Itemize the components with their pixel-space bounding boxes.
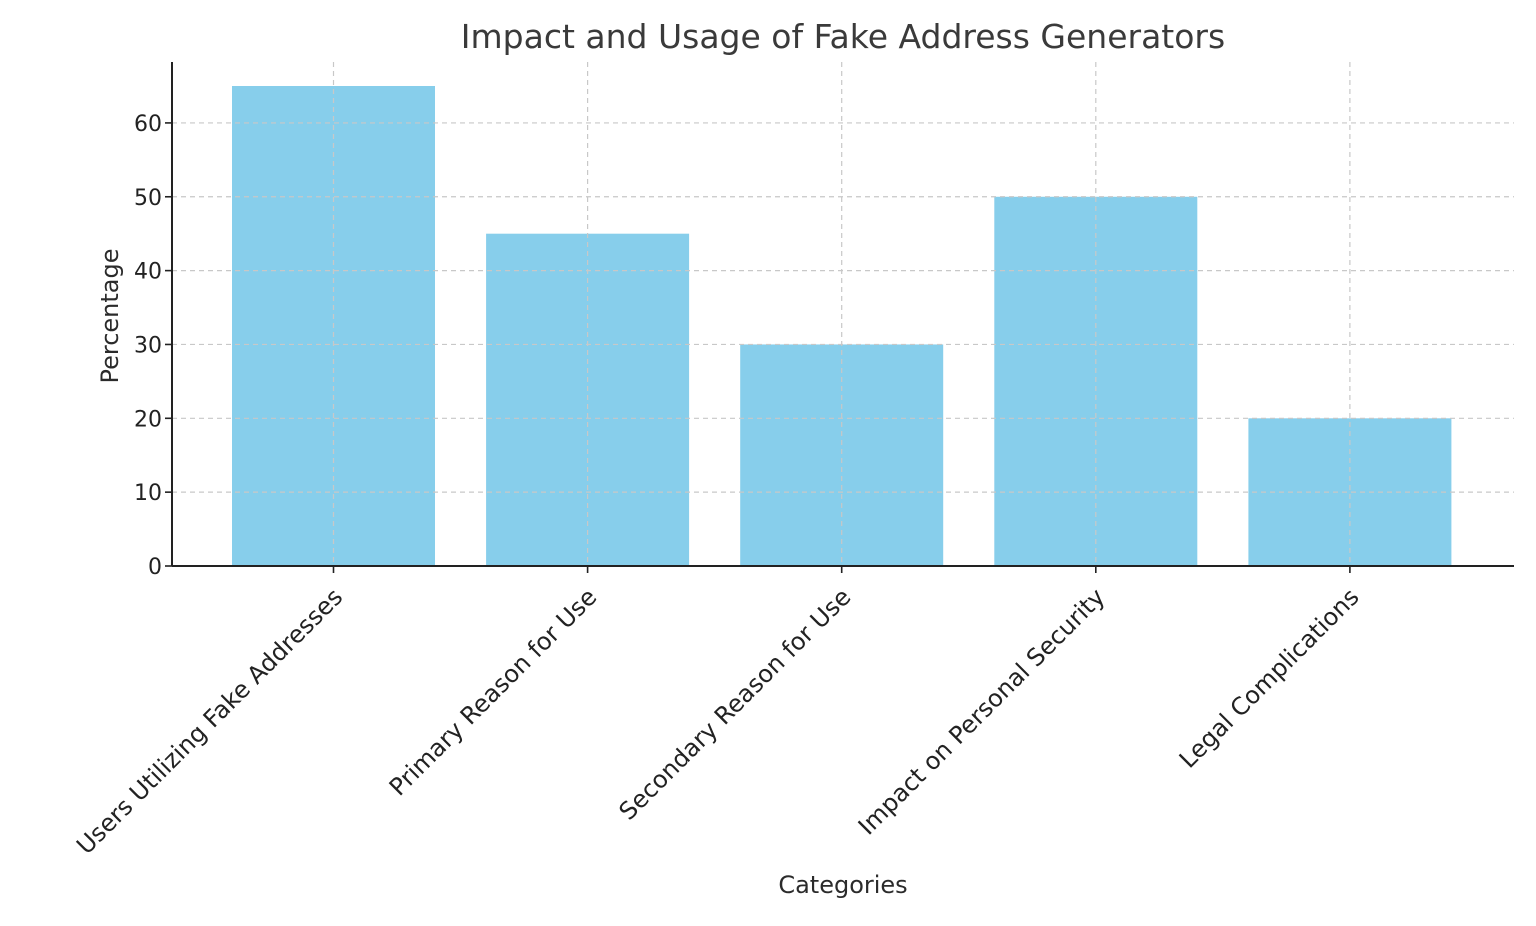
y-tick-label: 0	[148, 555, 162, 580]
y-tick-label: 60	[134, 112, 162, 137]
grid-layer	[172, 62, 1514, 566]
y-tick-label: 20	[134, 407, 162, 432]
x-category-label: Impact on Personal Security	[853, 583, 1111, 841]
y-axis-title: Percentage	[96, 248, 124, 383]
x-axis-title: Categories	[778, 871, 907, 899]
y-tick-label: 30	[134, 333, 162, 358]
x-category-label: Primary Reason for Use	[384, 583, 602, 801]
x-category-label: Legal Complications	[1174, 583, 1365, 774]
y-tick-label: 50	[134, 186, 162, 211]
x-category-label: Secondary Reason for Use	[614, 583, 857, 826]
chart-title: Impact and Usage of Fake Address Generat…	[461, 17, 1225, 56]
y-tick-label: 40	[134, 260, 162, 285]
axes-layer	[171, 62, 1514, 567]
x-category-label: Users Utilizing Fake Addresses	[71, 583, 348, 860]
y-tick-label: 10	[134, 481, 162, 506]
